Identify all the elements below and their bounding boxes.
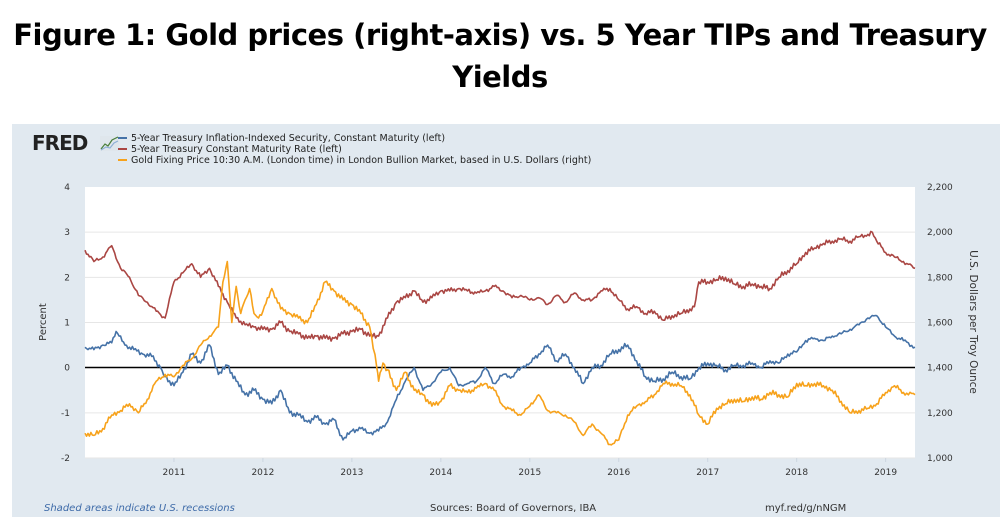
y-tick-label: 3: [64, 228, 70, 238]
x-tick-label: 2013: [340, 468, 363, 478]
series-line-tips: [84, 314, 916, 441]
x-tick-label: 2014: [429, 468, 452, 478]
y2-tick-label: 1,200: [927, 409, 953, 419]
legend-item: 5-Year Treasury Inflation-Indexed Securi…: [131, 133, 445, 144]
y2-tick-label: 2,000: [927, 228, 953, 238]
series-line-treasury: [84, 230, 916, 342]
y2-tick-label: 1,000: [927, 454, 953, 464]
y2-tick-label: 1,400: [927, 364, 953, 374]
y-tick-label: -2: [61, 454, 70, 464]
x-tick-label: 2018: [785, 468, 808, 478]
figure-title-line2: Yields: [452, 60, 548, 94]
figure-title-line1: Figure 1: Gold prices (right-axis) vs. 5…: [13, 18, 987, 52]
y-tick-label: 1: [64, 319, 70, 329]
x-tick-label: 2016: [607, 468, 630, 478]
y-tick-label: 0: [64, 364, 70, 374]
x-tick-label: 2017: [696, 468, 719, 478]
sources-text: Sources: Board of Governors, IBA: [430, 503, 596, 514]
gridlines: [85, 231, 915, 459]
fred-link[interactable]: myf.red/g/nNGM: [765, 503, 846, 514]
y-tick-label: 4: [64, 183, 70, 193]
x-tick-label: 2012: [251, 468, 274, 478]
recession-note: Shaded areas indicate U.S. recessions: [44, 503, 235, 514]
y-axis-right: 2,200 2,000 1,800 1,600 1,400 1,200 1,000: [927, 183, 953, 464]
y2-tick-label: 1,600: [927, 319, 953, 329]
y-tick-label: 2: [64, 273, 70, 283]
legend-item: Gold Fixing Price 10:30 A.M. (London tim…: [131, 155, 591, 166]
y-tick-label: -1: [61, 409, 70, 419]
x-tick-label: 2015: [518, 468, 541, 478]
y-axis-left: 4 3 2 1 0 -1 -2: [61, 183, 70, 464]
fred-logo-text: FRED: [32, 131, 88, 155]
series-line-gold: [84, 260, 916, 446]
x-tick-label: 2011: [163, 468, 186, 478]
fred-logo: FRED: [32, 131, 119, 155]
fred-logo-graph-icon: [100, 136, 119, 151]
legend: 5-Year Treasury Inflation-Indexed Securi…: [118, 133, 591, 166]
y-axis-label: Percent: [38, 303, 49, 341]
x-axis: 2011 2012 2013 2014 2015 2016 2017 2018 2019: [163, 458, 897, 478]
y2-tick-label: 2,200: [927, 183, 953, 193]
x-tick-label: 2019: [874, 468, 897, 478]
y2-tick-label: 1,800: [927, 273, 953, 283]
figure-title: Figure 1: Gold prices (right-axis) vs. 5…: [0, 14, 1000, 98]
series-lines: [84, 230, 916, 446]
y2-axis-label: U.S. Dollars per Troy Ounce: [967, 250, 979, 394]
legend-item: 5-Year Treasury Constant Maturity Rate (…: [131, 144, 342, 155]
